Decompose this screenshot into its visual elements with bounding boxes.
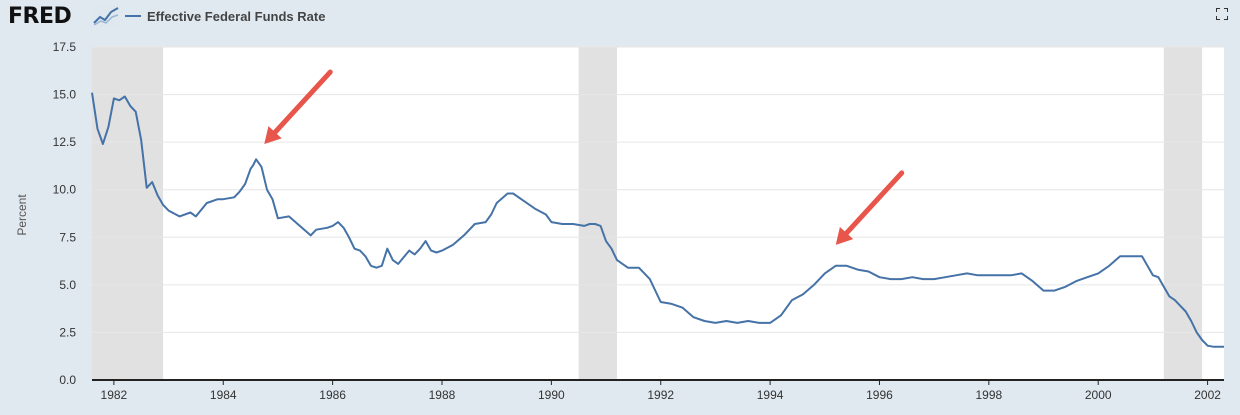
annotation-arrow-shaft [272,69,333,135]
y-tick-label: 12.5 [53,135,77,149]
y-tick-label: 10.0 [53,183,77,197]
x-tick-label: 1984 [210,388,237,402]
y-tick-label: 2.5 [59,325,76,339]
series-line [91,92,1224,348]
x-tick-label: 2002 [1194,388,1221,402]
x-tick-label: 1998 [975,388,1002,402]
x-tick-label: 1986 [319,388,346,402]
y-tick-label: 17.5 [53,40,77,54]
plot-area [92,47,1224,380]
chart-legend: Effective Federal Funds Rate [125,8,325,24]
annotation-arrow-head [264,126,282,145]
line-chart-icon [92,5,120,27]
x-tick-label: 1994 [757,388,784,402]
recession-band [578,47,617,380]
recession-band [1163,47,1203,380]
x-tick-label: 2000 [1085,388,1112,402]
x-tick-label: 1996 [866,388,893,402]
legend-label: Effective Federal Funds Rate [147,8,326,24]
y-tick-label: 15.0 [53,88,77,102]
y-tick-label: 0.0 [59,373,76,387]
x-tick-label: 1990 [538,388,565,402]
x-tick-label: 1988 [429,388,456,402]
chart-header: FRED Effective Federal Funds Rate [0,0,1240,34]
annotation-arrow-shaft [844,170,905,236]
recession-band [92,47,164,380]
y-tick-label: 5.0 [59,278,76,292]
y-tick-label: 7.5 [59,230,76,244]
legend-swatch [125,15,141,17]
x-tick-label: 1982 [101,388,128,402]
annotation-arrow-head [835,227,854,245]
x-tick-label: 1992 [647,388,674,402]
fred-logo[interactable]: FRED [8,4,72,29]
